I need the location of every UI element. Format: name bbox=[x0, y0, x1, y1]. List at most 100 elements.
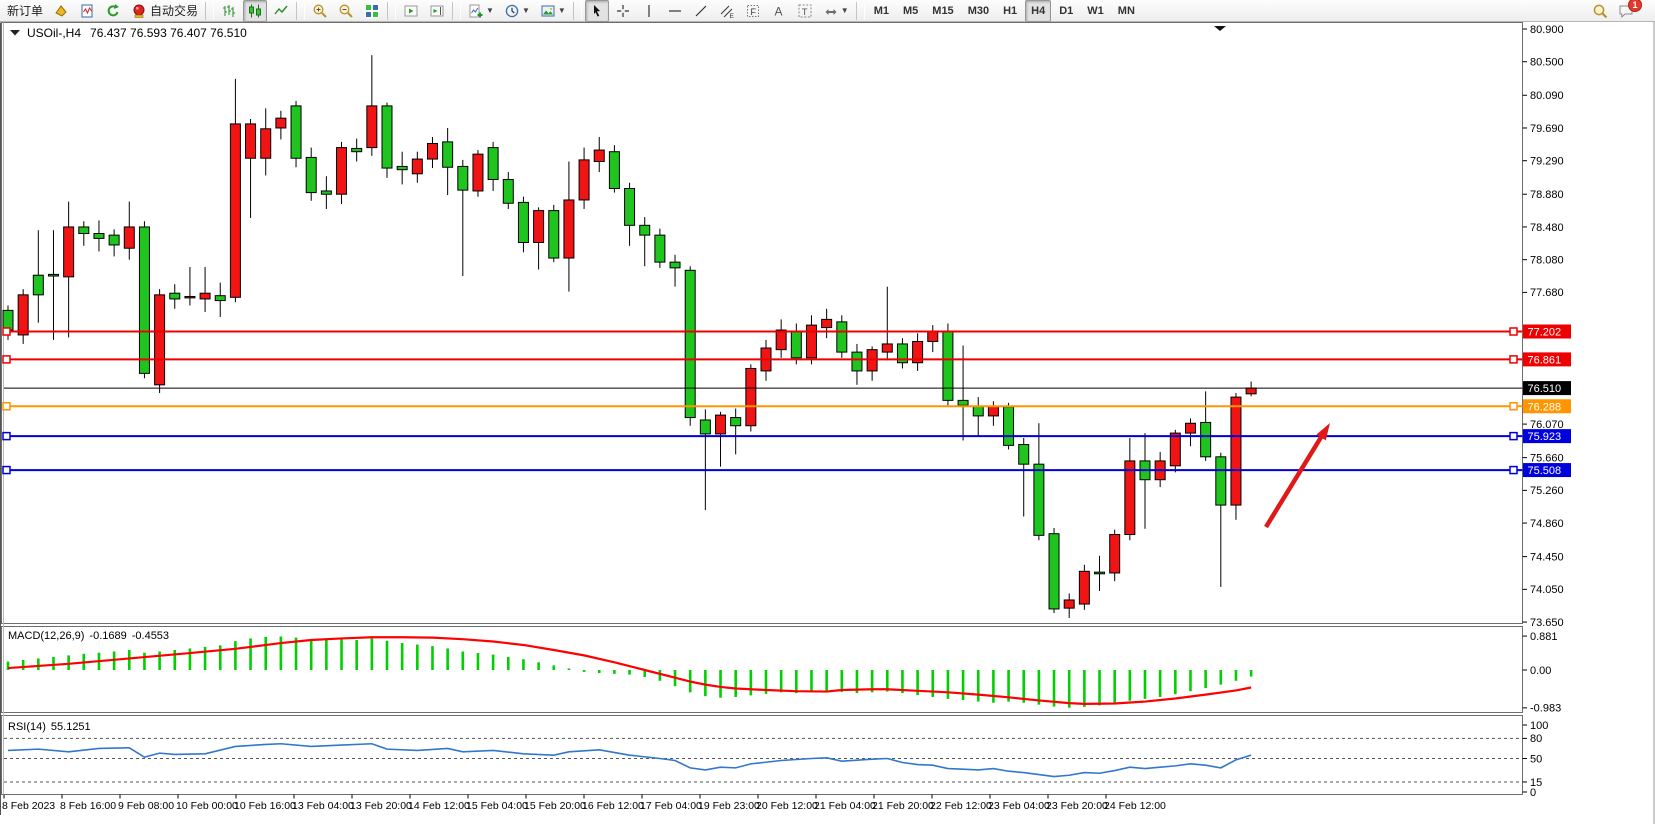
chevron-down-icon[interactable]: ▼ bbox=[557, 6, 566, 15]
autoscroll-button[interactable] bbox=[399, 0, 423, 22]
tile-windows-button[interactable] bbox=[360, 0, 384, 22]
macd-axis-label: 0.00 bbox=[1530, 665, 1551, 677]
price-tick-label: 78.880 bbox=[1530, 189, 1564, 201]
timeframe-m30-button[interactable]: M30 bbox=[962, 0, 995, 22]
chevron-down-icon[interactable]: ▼ bbox=[521, 6, 530, 15]
zoom-out-button[interactable] bbox=[334, 0, 358, 22]
line-handle[interactable] bbox=[2, 327, 11, 336]
trend-arrow-annotation[interactable] bbox=[1264, 423, 1330, 529]
chart-canvas[interactable]: 80.900 80.500 80.090 79.690 79.290 78.880 78.4… bbox=[0, 22, 1655, 825]
price-badge-label: 75.508 bbox=[1528, 465, 1562, 477]
line-chart-button[interactable] bbox=[269, 0, 293, 22]
chart-collapse-icon[interactable] bbox=[10, 30, 20, 36]
market-button[interactable] bbox=[49, 0, 73, 22]
price-tick-label: 80.090 bbox=[1530, 90, 1564, 102]
search-button[interactable] bbox=[1588, 0, 1612, 22]
line-handle[interactable] bbox=[1509, 465, 1518, 475]
timeframe-m15-button[interactable]: M15 bbox=[926, 0, 959, 22]
timeframe-mn-button[interactable]: MN bbox=[1112, 0, 1141, 22]
price-tick-label: 80.900 bbox=[1530, 24, 1564, 36]
templates-button[interactable]: ▼ bbox=[536, 0, 570, 22]
candle bbox=[881, 286, 893, 361]
bar-chart-button[interactable] bbox=[217, 0, 241, 22]
line-handle[interactable] bbox=[2, 465, 11, 475]
scroll-to-end-marker[interactable] bbox=[1214, 26, 1226, 31]
line-handle[interactable] bbox=[1509, 431, 1518, 441]
time-tick-label: 14 Feb 12:00 bbox=[408, 800, 470, 812]
line-handle[interactable] bbox=[2, 402, 11, 411]
chevron-down-icon[interactable]: ▼ bbox=[486, 6, 494, 15]
price-tick-label: 78.080 bbox=[1530, 254, 1564, 266]
text-label-button[interactable]: T bbox=[793, 0, 817, 22]
chevron-down-icon[interactable]: ▼ bbox=[840, 6, 849, 15]
macd-pane[interactable] bbox=[1, 626, 1523, 713]
arrows-button[interactable]: ▼ bbox=[819, 0, 853, 22]
candle bbox=[502, 172, 514, 209]
main-price-pane[interactable] bbox=[1, 22, 1523, 624]
timeframe-h1-button[interactable]: H1 bbox=[997, 0, 1023, 22]
chartshift-icon bbox=[429, 3, 445, 19]
line-handle[interactable] bbox=[2, 431, 11, 441]
price-badge-label: 75.923 bbox=[1528, 431, 1562, 443]
new-order-button[interactable]: 新订单 bbox=[3, 0, 47, 22]
price-tick-label: 74.860 bbox=[1530, 518, 1564, 530]
macd-name: MACD(12,26,9) bbox=[8, 630, 84, 642]
chart-shift-button[interactable] bbox=[425, 0, 449, 22]
periods-button[interactable]: ▼ bbox=[500, 0, 534, 22]
time-tick-label: 24 Feb 12:00 bbox=[1104, 800, 1166, 812]
cursor-button[interactable] bbox=[584, 0, 609, 22]
equidistant-channel-button[interactable]: E bbox=[715, 0, 739, 22]
timeframe-m1-button[interactable]: M1 bbox=[868, 0, 895, 22]
line-handle[interactable] bbox=[1509, 402, 1518, 411]
zoom-in-button[interactable] bbox=[308, 0, 332, 22]
time-tick-label: 21 Feb 20:00 bbox=[872, 800, 934, 812]
macd-signal-line bbox=[7, 636, 1252, 705]
time-axis[interactable]: 8 Feb 2023 8 Feb 16:00 9 Feb 08:00 10 Feb 0… bbox=[2, 794, 1166, 813]
timeframe-m5-button[interactable]: M5 bbox=[897, 0, 924, 22]
zoomout-icon bbox=[338, 3, 354, 19]
line-handle[interactable] bbox=[1509, 355, 1518, 364]
timeframe-d1-button[interactable]: D1 bbox=[1053, 0, 1079, 22]
refresh-button[interactable] bbox=[101, 0, 125, 22]
macd-indicator-label: MACD(12,26,9) -0.1689 -0.4553 bbox=[8, 630, 169, 642]
autotrading-button[interactable]: 自动交易 bbox=[127, 0, 202, 22]
indicators-button[interactable]: ▼ bbox=[464, 0, 498, 22]
fibonacci-button[interactable]: F bbox=[741, 0, 765, 22]
chart-ohlc-values: 76.437 76.593 76.407 76.510 bbox=[90, 26, 247, 40]
candle bbox=[426, 136, 438, 169]
horizontal-line-button[interactable] bbox=[663, 0, 687, 22]
candle bbox=[654, 228, 666, 268]
candle bbox=[169, 284, 181, 309]
candle bbox=[260, 108, 272, 176]
candlestick-chart-button[interactable] bbox=[243, 0, 268, 22]
line-handle[interactable] bbox=[1509, 327, 1518, 336]
timeframe-m15-button-label: M15 bbox=[932, 4, 954, 17]
candle bbox=[245, 118, 257, 218]
price-axis[interactable]: 80.900 80.500 80.090 79.690 79.290 78.880 78.4… bbox=[1522, 24, 1564, 799]
candle bbox=[457, 159, 469, 277]
time-tick-label: 8 Feb 16:00 bbox=[60, 800, 116, 812]
signals-button[interactable] bbox=[75, 0, 99, 22]
vertical-line-button[interactable] bbox=[637, 0, 661, 22]
notifications-button[interactable]: 1 bbox=[1614, 0, 1652, 22]
candle bbox=[669, 254, 681, 287]
timeframe-m1-button-label: M1 bbox=[873, 4, 889, 17]
text-button[interactable]: A bbox=[767, 0, 791, 22]
timeframe-w1-button[interactable]: W1 bbox=[1081, 0, 1110, 22]
price-tick-label: 75.660 bbox=[1530, 452, 1564, 464]
candle bbox=[533, 207, 545, 270]
price-tick-label: 79.690 bbox=[1530, 123, 1564, 135]
line-handle[interactable] bbox=[2, 355, 11, 364]
level-lines: 77.202 76.861 76.510 76.288 75.923 75.508 bbox=[2, 324, 1571, 478]
rsi-pane[interactable] bbox=[1, 715, 1523, 795]
candle bbox=[138, 221, 150, 379]
hline-icon bbox=[667, 3, 683, 19]
svg-text:T: T bbox=[802, 7, 808, 18]
timeframe-h4-button[interactable]: H4 bbox=[1025, 0, 1052, 22]
crosshair-button[interactable] bbox=[611, 0, 635, 22]
trendline-button[interactable] bbox=[689, 0, 713, 22]
candle bbox=[1230, 393, 1242, 520]
candle bbox=[805, 315, 817, 365]
text-icon: A bbox=[771, 3, 787, 19]
